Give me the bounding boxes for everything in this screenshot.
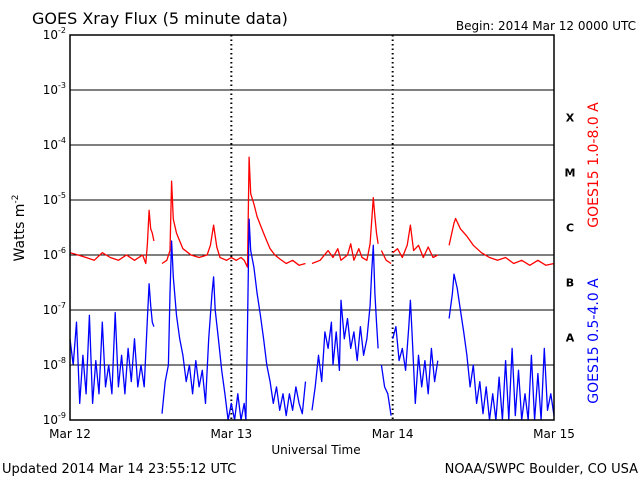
flare-class-label: B [566, 277, 574, 290]
y-tick-label-base: 10 [43, 193, 58, 207]
y-tick-label-exponent: -5 [58, 191, 66, 200]
series-line-short-wave [311, 244, 379, 411]
legend-blue-series: GOES15 0.5-4.0 A [586, 278, 602, 404]
y-axis-label-exponent: -2 [11, 195, 21, 204]
y-tick-label: 10-9 [43, 411, 66, 427]
y-tick-label: 10-7 [43, 301, 66, 317]
footer-updated: Updated 2014 Mar 14 23:55:12 UTC [2, 462, 236, 477]
series-line-short-wave [161, 218, 307, 421]
series-line-long-wave [161, 156, 306, 268]
series-line-short-wave [69, 283, 155, 405]
footer-source: NOAA/SWPC Boulder, CO USA [445, 462, 638, 477]
y-tick-label-base: 10 [43, 138, 58, 152]
series-lines [69, 156, 555, 421]
y-tick-labels: 10-210-310-410-510-610-710-810-9 [43, 26, 554, 427]
flare-class-label: C [566, 222, 574, 235]
y-tick-label-base: 10 [43, 83, 58, 97]
x-axis-label: Universal Time [271, 443, 360, 457]
y-tick-label: 10-8 [43, 356, 66, 372]
y-tick-label-exponent: -8 [58, 356, 66, 365]
begin-label: Begin: 2014 Mar 12 0000 UTC [456, 19, 636, 33]
series-line-long-wave [311, 197, 379, 265]
y-tick-label-base: 10 [43, 413, 58, 427]
x-tick-labels: Mar 12 Mar 13 Mar 14 Mar 15 [49, 427, 575, 441]
y-tick-label: 10-5 [43, 191, 66, 207]
flare-class-label: X [566, 112, 575, 125]
plot-frame [69, 34, 555, 421]
y-axis-label-text: Watts m [12, 204, 28, 262]
flare-class-label: M [565, 167, 576, 180]
series-line-short-wave [380, 364, 392, 416]
y-tick-label-base: 10 [43, 28, 58, 42]
y-tick-label-exponent: -4 [58, 136, 66, 145]
y-axis-label: Watts m-2 [11, 195, 28, 262]
legend-red-series: GOES15 1.0-8.0 A [586, 102, 602, 228]
series-line-long-wave [69, 209, 155, 265]
y-tick-label-exponent: -7 [58, 301, 66, 310]
series-line-long-wave [448, 217, 555, 266]
y-tick-label: 10-2 [43, 26, 66, 42]
x-tick-label: Mar 12 [49, 427, 91, 441]
x-tick-label: Mar 14 [372, 427, 414, 441]
series-line-long-wave [380, 250, 392, 265]
y-tick-label-exponent: -2 [58, 26, 66, 35]
series-line-long-wave [392, 224, 439, 259]
y-tick-label-exponent: -9 [58, 411, 66, 420]
y-tick-label-base: 10 [43, 248, 58, 262]
y-tick-label-base: 10 [43, 358, 58, 372]
y-tick-label-exponent: -3 [58, 81, 66, 90]
x-tick-label: Mar 13 [210, 427, 252, 441]
y-tick-label: 10-4 [43, 136, 66, 152]
y-tick-label: 10-6 [43, 246, 66, 262]
y-tick-label-base: 10 [43, 303, 58, 317]
series-line-short-wave [448, 273, 555, 421]
y-tick-label: 10-3 [43, 81, 66, 97]
flare-class-label: A [566, 332, 575, 345]
y-tick-label-exponent: -6 [58, 246, 66, 255]
flare-class-labels: X M C B A [565, 112, 576, 345]
series-line-short-wave [392, 299, 439, 405]
chart-title: GOES Xray Flux (5 minute data) [32, 9, 288, 28]
x-tick-label: Mar 15 [533, 427, 575, 441]
